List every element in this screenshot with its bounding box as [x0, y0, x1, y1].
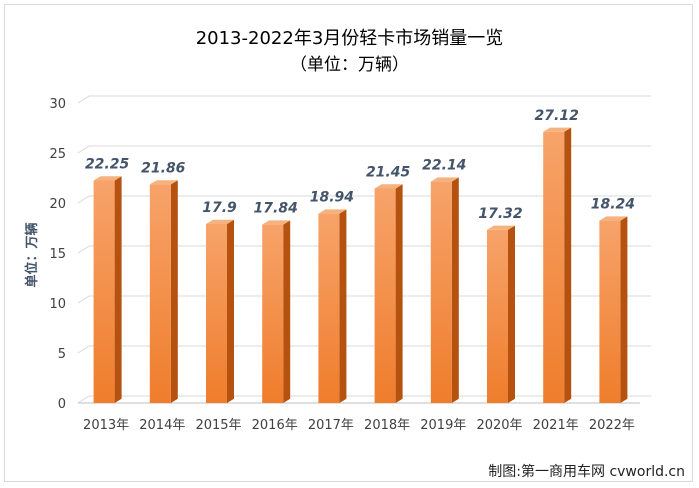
x-tick-labels: 2013年 2014年 2015年 2016年 2017年 2018年 2019年 2020年…	[83, 418, 635, 433]
bar-side	[283, 220, 291, 403]
x-tick-label: 2016年	[252, 418, 298, 433]
bar	[149, 180, 178, 403]
value-label: 18.24	[591, 197, 635, 213]
grid-line	[77, 395, 652, 404]
bar-top	[262, 220, 291, 225]
x-tick-label: 2022年	[589, 418, 635, 433]
y-tick-label: 10	[49, 297, 66, 312]
chart-title: 2013-2022年3月份轻卡市场销量一览	[195, 28, 504, 49]
bar-side	[620, 216, 628, 403]
bar-front	[430, 181, 452, 403]
grid-line	[77, 95, 652, 104]
y-axis-label: 单位：万辆	[24, 222, 40, 287]
bar-side	[451, 177, 459, 403]
bar	[599, 216, 628, 403]
grid-line	[77, 245, 652, 254]
grid-line	[77, 295, 652, 304]
y-tick-label: 20	[49, 197, 66, 212]
bar-side	[395, 184, 403, 403]
x-tick-label: 2017年	[308, 418, 354, 433]
bar	[430, 177, 459, 403]
x-tick-label: 2019年	[420, 418, 466, 433]
bar-top	[206, 219, 234, 224]
x-tick-label: 2018年	[364, 418, 410, 433]
bars	[93, 127, 628, 404]
value-label: 22.25	[85, 157, 130, 173]
y-tick-label: 30	[49, 97, 66, 112]
bar-top	[374, 184, 403, 189]
bar-front	[318, 213, 340, 403]
y-tick-label: 25	[49, 147, 66, 162]
bar-side	[114, 176, 122, 403]
bar-side	[339, 209, 347, 403]
bar-front	[599, 220, 621, 403]
grid-line	[77, 345, 652, 354]
y-tick-label: 0	[58, 397, 66, 412]
bar-side	[508, 225, 515, 403]
bar-front	[262, 224, 284, 403]
bar-top	[149, 180, 178, 185]
bar-front	[93, 180, 115, 403]
bar-top	[430, 177, 459, 182]
x-tick-label: 2020年	[476, 418, 522, 433]
value-label: 17.84	[254, 201, 298, 217]
bar	[206, 219, 234, 403]
value-label: 18.94	[310, 190, 354, 206]
value-label: 22.14	[422, 158, 466, 174]
bar	[262, 220, 291, 403]
x-tick-label: 2015年	[195, 418, 241, 433]
value-label: 27.12	[535, 108, 579, 124]
bar-top	[543, 127, 572, 132]
bar	[374, 184, 403, 403]
bar-side	[564, 127, 572, 403]
credit-text: 制图:第一商用车网 cvworld.cn	[488, 464, 685, 480]
x-tick-label: 2014年	[139, 418, 185, 433]
y-tick-label: 5	[58, 347, 66, 362]
x-tick-label: 2013年	[83, 418, 129, 433]
bar-side	[227, 219, 234, 403]
bar-front	[487, 229, 508, 403]
bar-front	[206, 224, 227, 403]
bar	[93, 176, 122, 403]
bar	[487, 225, 515, 403]
x-tick-label: 2021年	[533, 418, 579, 433]
grid-line	[77, 145, 652, 154]
bar-front	[543, 131, 565, 404]
value-label: 21.45	[366, 165, 411, 181]
grid-lines	[77, 95, 652, 404]
value-label: 17.9	[202, 200, 237, 216]
value-labels: 22.25 21.86 17.9 17.84 18.94 21.45 22.14 17.32 2…	[85, 108, 635, 222]
grid-line	[77, 195, 652, 204]
chart-frame	[4, 4, 693, 482]
y-tick-labels: 0 5 10 15 20 25 30	[49, 97, 66, 412]
value-label: 17.32	[478, 206, 522, 222]
bar-top	[93, 176, 122, 181]
bar	[318, 209, 347, 403]
bar-top	[318, 209, 347, 214]
bar-front	[374, 188, 396, 403]
bar-front	[149, 184, 171, 403]
bar-side	[170, 180, 178, 403]
bar-top	[599, 216, 628, 221]
chart-subtitle: （单位：万辆）	[290, 55, 409, 75]
bar	[543, 127, 572, 404]
y-tick-label: 15	[49, 247, 66, 262]
value-label: 21.86	[141, 160, 186, 176]
bar-top	[487, 225, 515, 230]
